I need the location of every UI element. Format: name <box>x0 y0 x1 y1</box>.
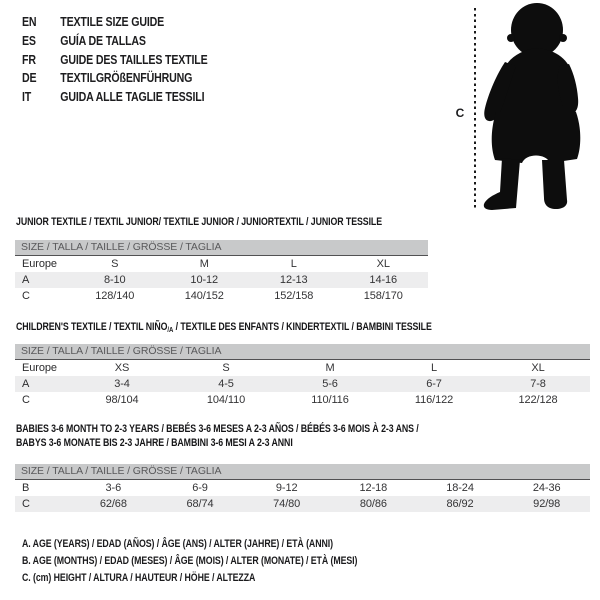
row-cell: 80/86 <box>359 498 387 510</box>
row-cell: L <box>290 258 297 270</box>
size-header-bar: SIZE / TALLA / TAILLE / GRÖSSE / TAGLIA <box>15 464 590 480</box>
children-title-pre: CHILDREN'S TEXTILE / TEXTIL NIÑO <box>16 321 168 333</box>
lang-row-en: EN TEXTILE SIZE GUIDE <box>22 13 208 32</box>
junior-table: SIZE / TALLA / TAILLE / GRÖSSE / TAGLIA … <box>15 240 428 304</box>
row-cell: 18-24 <box>446 482 474 494</box>
row-cell: XL <box>531 362 545 374</box>
children-table: SIZE / TALLA / TAILLE / GRÖSSE / TAGLIA … <box>15 344 590 408</box>
language-code: ES <box>22 33 36 48</box>
row-cell: 110/116 <box>311 394 349 406</box>
row-cell: XL <box>376 258 390 270</box>
row-cell: 3-4 <box>114 378 130 390</box>
baby-silhouette-icon <box>483 3 581 210</box>
babies-table-rows: B 3-6 6-9 9-12 12-18 18-24 24-36 C 62/68 68/74 74/… <box>15 480 590 512</box>
row-cell: 14-16 <box>369 274 398 286</box>
row-cell: 6-7 <box>426 378 442 390</box>
row-cell: 86/92 <box>446 498 474 510</box>
row-cell: 116/122 <box>414 394 454 406</box>
children-title-post: / TEXTILE DES ENFANTS / KINDERTEXTIL / B… <box>173 321 432 333</box>
size-header-bar: SIZE / TALLA / TAILLE / GRÖSSE / TAGLIA <box>15 344 590 360</box>
children-title-sub: /A <box>167 325 174 334</box>
language-title: GUIDE DES TAILLES TEXTILE <box>60 52 208 67</box>
row-label: A <box>22 274 30 286</box>
lang-row-de: DE TEXTILGRÖßENFÜHRUNG <box>22 69 208 88</box>
row-cell: L <box>430 362 438 374</box>
row-cell: M <box>199 258 209 270</box>
table-row: B 3-6 6-9 9-12 12-18 18-24 24-36 <box>15 480 590 496</box>
table-row: C 128/140 140/152 152/158 158/170 <box>15 288 428 304</box>
language-code: EN <box>22 15 37 29</box>
row-label: C <box>22 290 30 302</box>
table-row: A 3-4 4-5 5-6 6-7 7-8 <box>15 376 590 392</box>
row-cell: 98/104 <box>105 394 139 406</box>
note-age-months: B. AGE (MONTHS) / EDAD (MESES) / ÂGE (MO… <box>22 555 358 568</box>
row-cell: 3-6 <box>105 482 122 494</box>
lang-row-fr: FR GUIDE DES TAILLES TEXTILE <box>22 51 208 70</box>
table-row: A 8-10 10-12 12-13 14-16 <box>15 272 428 288</box>
row-cell: 4-5 <box>218 378 234 390</box>
measure-label-c: C <box>455 106 465 120</box>
row-cell: 12-18 <box>359 482 388 494</box>
row-cell: 122/128 <box>518 394 558 406</box>
language-title: TEXTILGRÖßENFÜHRUNG <box>60 71 193 86</box>
language-code: DE <box>22 71 37 86</box>
row-cell: XS <box>114 362 130 374</box>
row-cell: 68/74 <box>186 498 214 510</box>
lang-row-es: ES GUÍA DE TALLAS <box>22 32 208 51</box>
babies-table-title: BABIES 3-6 MONTH TO 2-3 YEARS / BEBÉS 3-… <box>16 422 419 450</box>
row-cell: S <box>111 258 119 270</box>
note-height-cm: C. (cm) HEIGHT / ALTURA / HAUTEUR / HÖHE… <box>22 572 256 585</box>
row-cell: 7-8 <box>530 378 546 390</box>
babies-table: SIZE / TALLA / TAILLE / GRÖSSE / TAGLIA … <box>15 464 590 512</box>
language-code: IT <box>22 90 32 105</box>
row-cell: S <box>222 362 230 374</box>
row-cell: 5-6 <box>322 378 338 390</box>
row-cell: 8-10 <box>103 274 126 286</box>
babies-title-line1: BABIES 3-6 MONTH TO 2-3 YEARS / BEBÉS 3-… <box>16 423 419 435</box>
language-code: FR <box>22 52 36 67</box>
language-title: TEXTILE SIZE GUIDE <box>60 15 165 29</box>
row-cell: 6-9 <box>192 482 208 494</box>
row-label: C <box>22 498 30 510</box>
junior-table-rows: Europe S M L XL A 8-10 10-12 12-13 14-16 C 128/140 1… <box>15 256 428 304</box>
row-cell: 10-12 <box>190 274 219 286</box>
height-measure-line <box>474 8 476 209</box>
row-cell: 9-12 <box>275 482 298 494</box>
row-label: Europe <box>22 258 57 270</box>
language-title: GUÍA DE TALLAS <box>60 33 146 48</box>
row-label: C <box>22 394 30 406</box>
junior-table-title-text: JUNIOR TEXTILE / TEXTIL JUNIOR/ TEXTILE … <box>16 216 383 228</box>
table-row: C 98/104 104/110 110/116 116/122 122/128 <box>15 392 590 408</box>
size-header-bar: SIZE / TALLA / TAILLE / GRÖSSE / TAGLIA <box>15 240 428 256</box>
row-label: A <box>22 378 30 390</box>
table-row: Europe XS S M L XL <box>15 360 590 376</box>
row-cell: 12-13 <box>279 274 308 286</box>
junior-table-title: JUNIOR TEXTILE / TEXTIL JUNIOR/ TEXTILE … <box>16 216 382 229</box>
row-label: B <box>22 482 30 494</box>
row-cell: 128/140 <box>95 290 135 302</box>
row-label: Europe <box>22 362 57 374</box>
language-list: EN TEXTILE SIZE GUIDE ES GUÍA DE TALLAS … <box>22 13 240 107</box>
note-age-years: A. AGE (YEARS) / EDAD (AÑOS) / ÂGE (ANS)… <box>22 538 333 550</box>
row-cell: 140/152 <box>184 290 224 302</box>
language-title: GUIDA ALLE TAGLIE TESSILI <box>60 90 205 105</box>
row-cell: M <box>325 362 335 374</box>
children-table-rows: Europe XS S M L XL A 3-4 4-5 5-6 6-7 7-8 C 98/104 104/… <box>15 360 590 408</box>
row-cell: 158/170 <box>363 290 403 302</box>
row-cell: 62/68 <box>99 498 127 510</box>
row-cell: 104/110 <box>206 394 246 406</box>
children-table-title: CHILDREN'S TEXTILE / TEXTIL NIÑO/A / TEX… <box>16 321 432 336</box>
table-row: C 62/68 68/74 74/80 80/86 86/92 92/98 <box>15 496 590 512</box>
table-row: Europe S M L XL <box>15 256 428 272</box>
row-cell: 74/80 <box>273 498 301 510</box>
row-cell: 24-36 <box>532 482 561 494</box>
babies-title-line2: BABYS 3-6 MONATE BIS 2-3 JAHRE / BAMBINI… <box>16 437 293 449</box>
row-cell: 152/158 <box>274 290 314 302</box>
row-cell: 92/98 <box>533 498 561 510</box>
legend-notes: A. AGE (YEARS) / EDAD (AÑOS) / ÂGE (ANS)… <box>22 536 441 588</box>
lang-row-it: IT GUIDA ALLE TAGLIE TESSILI <box>22 88 208 107</box>
